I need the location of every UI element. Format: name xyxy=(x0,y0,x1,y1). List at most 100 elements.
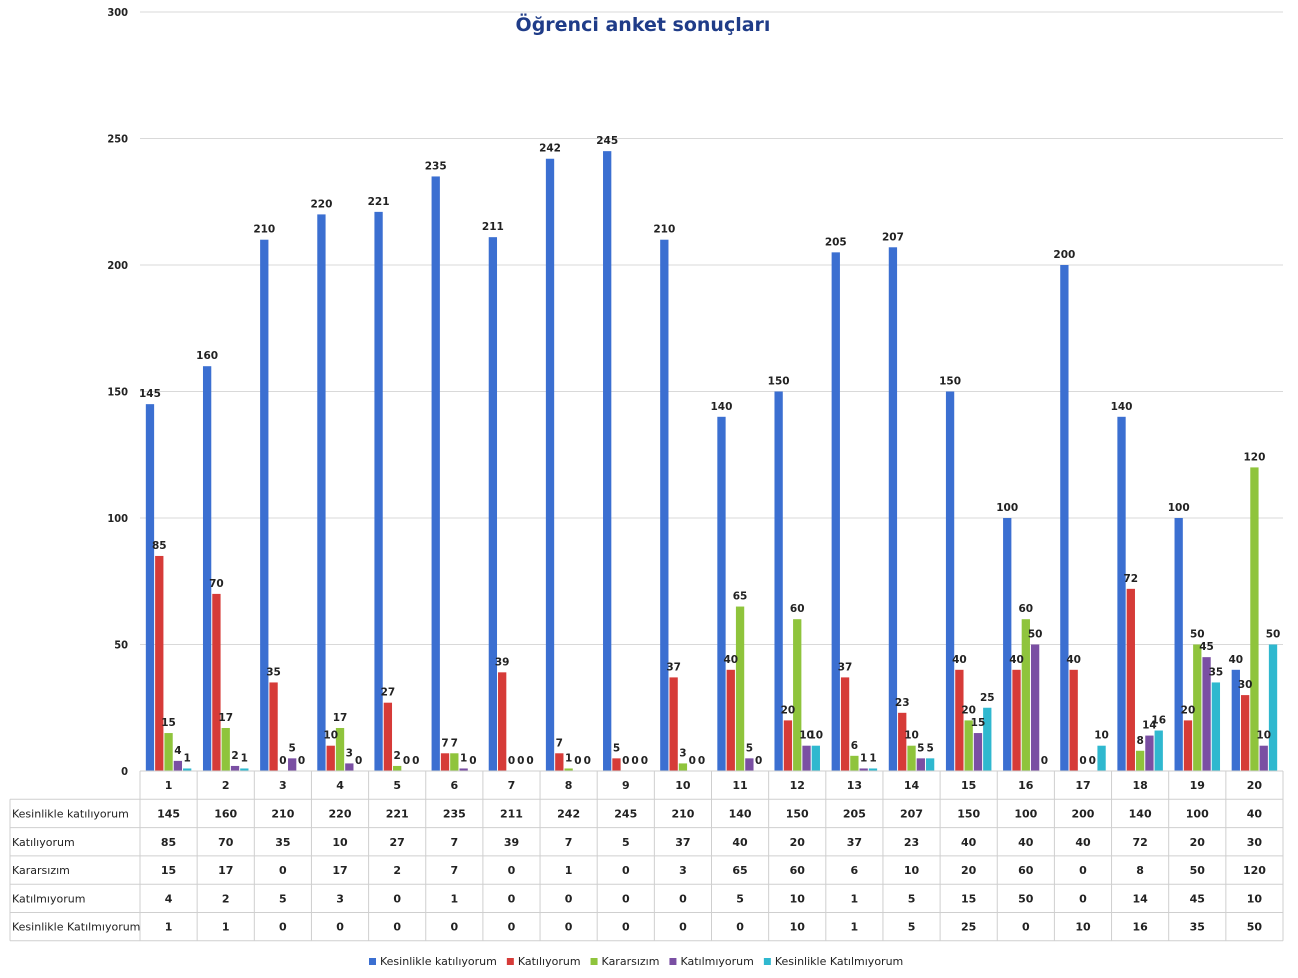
table-cell: 0 xyxy=(565,892,573,905)
table-row: Katılmıyorum 4 2 5 3 0 1 0 0 0 0 5 10 1 5 15 50 0 14 45 10 xyxy=(12,892,1262,905)
table-cell: 65 xyxy=(732,864,747,877)
table-row: Kararsızım 15 17 0 17 2 7 0 1 0 3 65 60 6 10 20 60 0 8 50 12… xyxy=(12,864,1266,877)
data-label: 40 xyxy=(1009,654,1024,666)
bar xyxy=(240,768,249,771)
data-label: 0 xyxy=(689,755,696,767)
bar xyxy=(916,758,925,771)
table-cell: 37 xyxy=(847,836,862,849)
data-label: 35 xyxy=(266,666,281,678)
legend-swatch xyxy=(590,958,598,965)
data-label: 242 xyxy=(539,143,561,155)
legend-swatch xyxy=(369,958,376,965)
legend-label: Kararsızım xyxy=(602,955,660,968)
data-label: 0 xyxy=(508,755,515,767)
data-label: 210 xyxy=(253,224,275,236)
table-cell: 50 xyxy=(1247,921,1263,934)
data-label: 45 xyxy=(1199,641,1214,653)
bar xyxy=(745,758,754,771)
table-cell: 140 xyxy=(1129,807,1152,820)
table-cell: 40 xyxy=(1018,836,1034,849)
table-row-label: Katılmıyorum xyxy=(12,892,85,905)
table-row-label: Kesinlikle Katılmıyorum xyxy=(12,921,140,934)
data-label: 235 xyxy=(425,160,447,172)
table-cell: 235 xyxy=(443,807,466,820)
data-label: 40 xyxy=(1229,654,1244,666)
table-cell: 0 xyxy=(679,892,687,905)
bar xyxy=(383,702,393,771)
table-row-label: Kararsızım xyxy=(12,864,70,877)
data-label: 50 xyxy=(1028,629,1043,641)
bar xyxy=(335,727,345,771)
data-label: 60 xyxy=(790,603,805,615)
bar xyxy=(945,391,955,771)
table-cell: 0 xyxy=(279,864,287,877)
data-label: 150 xyxy=(939,376,961,388)
data-label: 7 xyxy=(441,737,448,749)
table-cell: 40 xyxy=(732,836,748,849)
bar xyxy=(802,745,811,771)
data-label: 17 xyxy=(218,712,233,724)
bar xyxy=(1193,644,1202,771)
bar xyxy=(973,733,983,771)
data-label: 1 xyxy=(860,752,867,764)
data-label: 6 xyxy=(851,740,858,752)
legend-label: Kesinlikle katılıyorum xyxy=(380,955,497,968)
table-row: Kesinlikle katılıyorum 145 160 210 220 221 235… xyxy=(12,807,1262,820)
table-cell: 70 xyxy=(218,836,234,849)
table-cell: 20 xyxy=(1190,836,1206,849)
legend-item: Kararsızım xyxy=(590,955,660,968)
data-label: 5 xyxy=(289,742,296,754)
data-label: 50 xyxy=(1190,629,1205,641)
bar xyxy=(964,720,973,771)
data-table: 1 2 3 4 5 6 7 8 9 10 11 12 13 14 15 16 17 18 19 20Kesinlikl… xyxy=(9,770,1284,942)
data-label: 0 xyxy=(469,755,476,767)
bar xyxy=(726,669,735,771)
table-cell: 245 xyxy=(614,807,637,820)
data-label: 0 xyxy=(403,755,410,767)
data-label: 60 xyxy=(1019,603,1034,615)
data-label: 10 xyxy=(799,730,814,742)
bar xyxy=(1012,669,1021,771)
x-tick-label: 18 xyxy=(1132,779,1147,792)
data-label: 0 xyxy=(584,755,591,767)
table-cell: 5 xyxy=(622,836,630,849)
data-label: 5 xyxy=(613,742,620,754)
bar xyxy=(440,753,450,771)
table-cell: 85 xyxy=(161,836,176,849)
y-axis-ticks: 0 50 100 150 200 250 300 xyxy=(107,6,128,778)
table-cell: 10 xyxy=(904,864,920,877)
x-tick-label: 17 xyxy=(1075,779,1090,792)
data-label: 210 xyxy=(653,224,675,236)
data-label: 10 xyxy=(1256,730,1271,742)
table-cell: 20 xyxy=(790,836,806,849)
table-cell: 2 xyxy=(222,892,230,905)
table-cell: 1 xyxy=(565,864,573,877)
table-cell: 5 xyxy=(736,892,744,905)
legend: Kesinlikle katılıyorum Katılıyorum Kararsı… xyxy=(369,955,903,968)
data-label: 0 xyxy=(279,755,286,767)
table-cell: 2 xyxy=(393,864,401,877)
table-cell: 39 xyxy=(504,836,519,849)
data-label: 20 xyxy=(1181,704,1196,716)
bar xyxy=(774,391,783,771)
bar xyxy=(783,720,793,771)
table-cell: 17 xyxy=(218,864,233,877)
data-label: 37 xyxy=(838,661,853,673)
data-label: 50 xyxy=(1266,629,1281,641)
data-label: 3 xyxy=(346,747,353,759)
x-tick-label: 19 xyxy=(1190,779,1205,792)
x-tick-label: 4 xyxy=(336,779,344,792)
data-label: 1 xyxy=(241,752,248,764)
y-tick-label: 250 xyxy=(107,133,128,146)
data-label: 15 xyxy=(971,717,986,729)
table-row: Katılıyorum 85 70 35 10 27 7 39 7 5 37 40 20 37 23 40 40… xyxy=(12,836,1262,849)
table-cell: 210 xyxy=(671,807,694,820)
data-label: 20 xyxy=(781,704,796,716)
data-label: 72 xyxy=(1124,573,1139,585)
bar xyxy=(603,151,612,771)
data-label: 0 xyxy=(355,755,362,767)
x-tick-label: 11 xyxy=(732,779,747,792)
table-cell: 210 xyxy=(271,807,294,820)
bar xyxy=(1154,730,1163,771)
